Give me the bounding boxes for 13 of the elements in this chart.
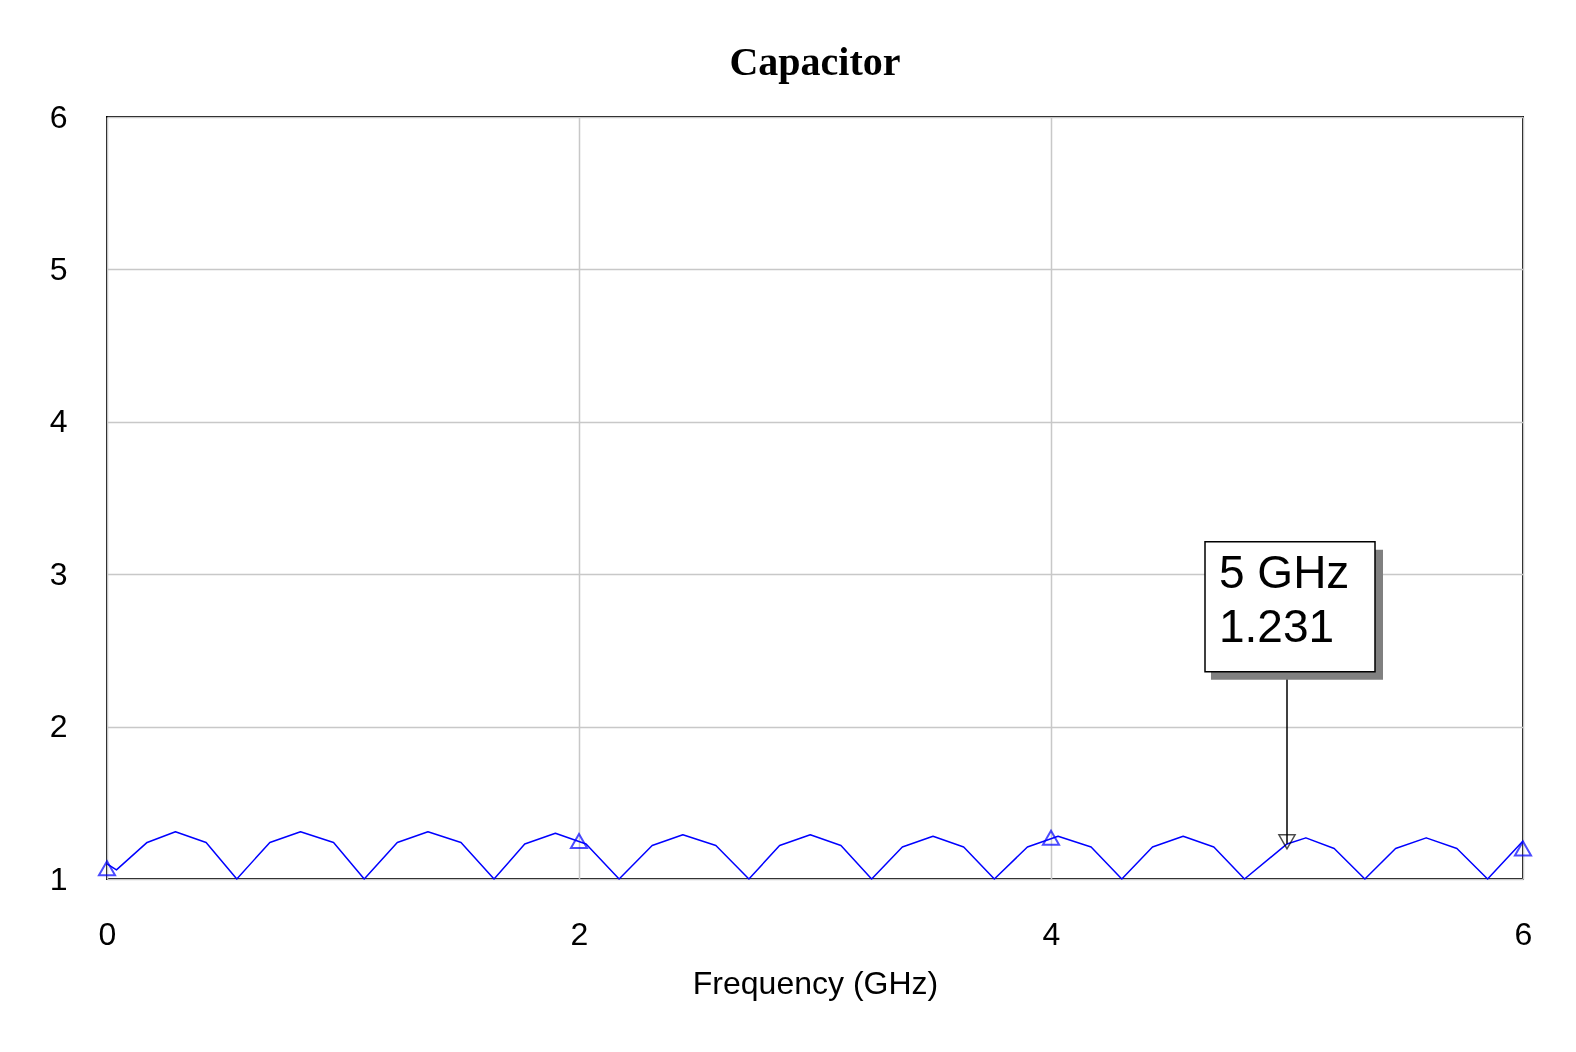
y-tick-label: 3 bbox=[49, 555, 68, 592]
y-tick-label: 2 bbox=[49, 708, 68, 745]
y-tick-label: 1 bbox=[49, 860, 68, 897]
y-tick-label: 6 bbox=[49, 98, 68, 135]
x-tick-label: 2 bbox=[570, 915, 589, 952]
x-tick-label: 6 bbox=[1514, 915, 1533, 952]
x-axis-title: Frequency (GHz) bbox=[692, 964, 939, 1001]
y-tick-label: 5 bbox=[49, 250, 68, 287]
x-tick-label: 4 bbox=[1042, 915, 1061, 952]
chart-title: Capacitor bbox=[729, 39, 901, 84]
x-tick-label: 0 bbox=[98, 915, 117, 952]
annotation: 5 GHz 1.231 bbox=[1219, 545, 1350, 652]
y-tick-label: 4 bbox=[49, 403, 68, 440]
